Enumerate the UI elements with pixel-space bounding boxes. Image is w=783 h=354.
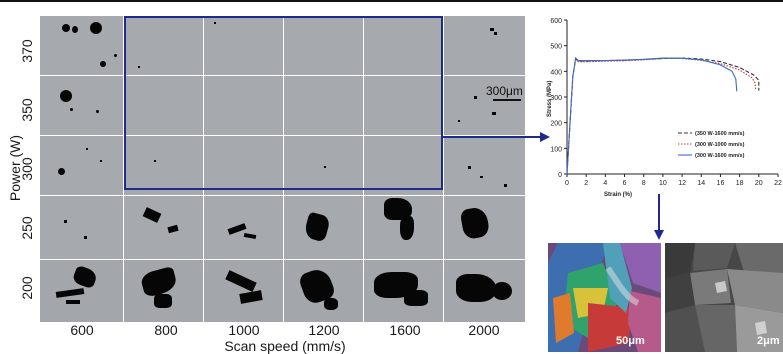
speed-tick-800: 800 bbox=[154, 322, 178, 338]
legend-label: (300 W-1600 mm/s) bbox=[695, 153, 745, 159]
micrograph-200-1600 bbox=[364, 260, 443, 322]
micrograph-200-2000 bbox=[444, 260, 525, 322]
ebsd-texture bbox=[548, 243, 661, 352]
micrograph-350-1200 bbox=[284, 76, 363, 135]
micrograph-scale-label: 300μm bbox=[486, 84, 523, 98]
micrograph-250-2000 bbox=[444, 196, 525, 259]
x-tick-label: 18 bbox=[736, 180, 744, 187]
micrograph-350-800 bbox=[124, 76, 203, 135]
micrograph-200-800 bbox=[124, 260, 203, 322]
micrograph-300-1600 bbox=[364, 136, 443, 195]
sem-image: 2μm bbox=[665, 243, 783, 352]
micrograph-300-2000 bbox=[444, 136, 525, 195]
y-tick-label: 600 bbox=[550, 18, 562, 25]
y-tick-label: 200 bbox=[550, 121, 562, 128]
y-tick-label: 300 bbox=[550, 95, 562, 102]
x-tick-label: 0 bbox=[565, 180, 569, 187]
arrow-head-down-icon bbox=[654, 230, 664, 240]
top-rule bbox=[0, 0, 783, 2]
speed-tick-2000: 2000 bbox=[468, 322, 500, 338]
x-tick-label: 14 bbox=[697, 180, 705, 187]
y-tick-label: 400 bbox=[550, 69, 562, 76]
micrograph-350-2000 bbox=[444, 76, 525, 135]
speed-tick-1000: 1000 bbox=[228, 322, 260, 338]
sem-texture bbox=[665, 243, 783, 352]
micrograph-370-1600 bbox=[364, 16, 443, 75]
legend-label: (350 W-1600 mm/s) bbox=[695, 131, 745, 137]
chart-y-axis-label: Stress (MPa) bbox=[547, 81, 553, 117]
micrograph-200-600 bbox=[40, 260, 123, 322]
micrograph-370-1200 bbox=[284, 16, 363, 75]
micrograph-300-1000 bbox=[204, 136, 283, 195]
stress-strain-chart: 0 100 200 300 400 500 600 0 2 4 6 8 10 12 14 16 18 20 22 St… bbox=[530, 10, 783, 203]
micrograph-370-1000 bbox=[204, 16, 283, 75]
micrograph-250-1000 bbox=[204, 196, 283, 259]
y-tick-label: 0 bbox=[558, 172, 562, 179]
stress-strain-svg: 0 100 200 300 400 500 600 0 2 4 6 8 10 12 14 16 18 20 22 St… bbox=[547, 18, 782, 198]
micrograph-250-800 bbox=[124, 196, 203, 259]
micrograph-300-600 bbox=[40, 136, 123, 195]
scan-speed-axis-label: Scan speed (mm/s) bbox=[224, 338, 346, 354]
micrograph-300-1200 bbox=[284, 136, 363, 195]
micrograph-250-1200 bbox=[284, 196, 363, 259]
chart-x-axis-label: Strain (%) bbox=[604, 192, 632, 198]
micrograph-370-600 bbox=[40, 16, 123, 75]
legend-label: (300 W-1000 mm/s) bbox=[695, 142, 745, 148]
x-tick-label: 12 bbox=[678, 180, 686, 187]
micrograph-200-1000 bbox=[204, 260, 283, 322]
x-tick-label: 22 bbox=[774, 180, 782, 187]
micrograph-370-800 bbox=[124, 16, 203, 75]
micrograph-200-1200 bbox=[284, 260, 363, 322]
speed-tick-1200: 1200 bbox=[308, 322, 340, 338]
speed-tick-600: 600 bbox=[70, 322, 94, 338]
arrow-head-right-icon bbox=[540, 132, 550, 142]
micrograph-grid bbox=[40, 16, 525, 322]
micrograph-300-800 bbox=[124, 136, 203, 195]
x-tick-label: 20 bbox=[755, 180, 763, 187]
ebsd-map: 50μm bbox=[548, 243, 661, 352]
micrograph-350-1000 bbox=[204, 76, 283, 135]
x-tick-label: 16 bbox=[717, 180, 725, 187]
series-line bbox=[566, 56, 738, 175]
micrograph-250-1600 bbox=[364, 196, 443, 259]
speed-tick-1600: 1600 bbox=[389, 322, 421, 338]
sem-scale-label: 2μm bbox=[757, 335, 780, 347]
x-tick-label: 4 bbox=[603, 180, 607, 187]
ebsd-scale-label: 50μm bbox=[616, 335, 645, 347]
x-tick-label: 6 bbox=[623, 180, 627, 187]
y-tick-label: 500 bbox=[550, 44, 562, 51]
micrograph-350-1600 bbox=[364, 76, 443, 135]
y-tick-label: 100 bbox=[550, 146, 562, 153]
micrograph-350-600 bbox=[40, 76, 123, 135]
micrograph-370-2000 bbox=[444, 16, 525, 75]
x-tick-label: 2 bbox=[584, 180, 588, 187]
x-tick-label: 10 bbox=[659, 180, 667, 187]
micrograph-250-600 bbox=[40, 196, 123, 259]
x-tick-label: 8 bbox=[642, 180, 646, 187]
micrograph-scale-bar bbox=[493, 99, 521, 101]
